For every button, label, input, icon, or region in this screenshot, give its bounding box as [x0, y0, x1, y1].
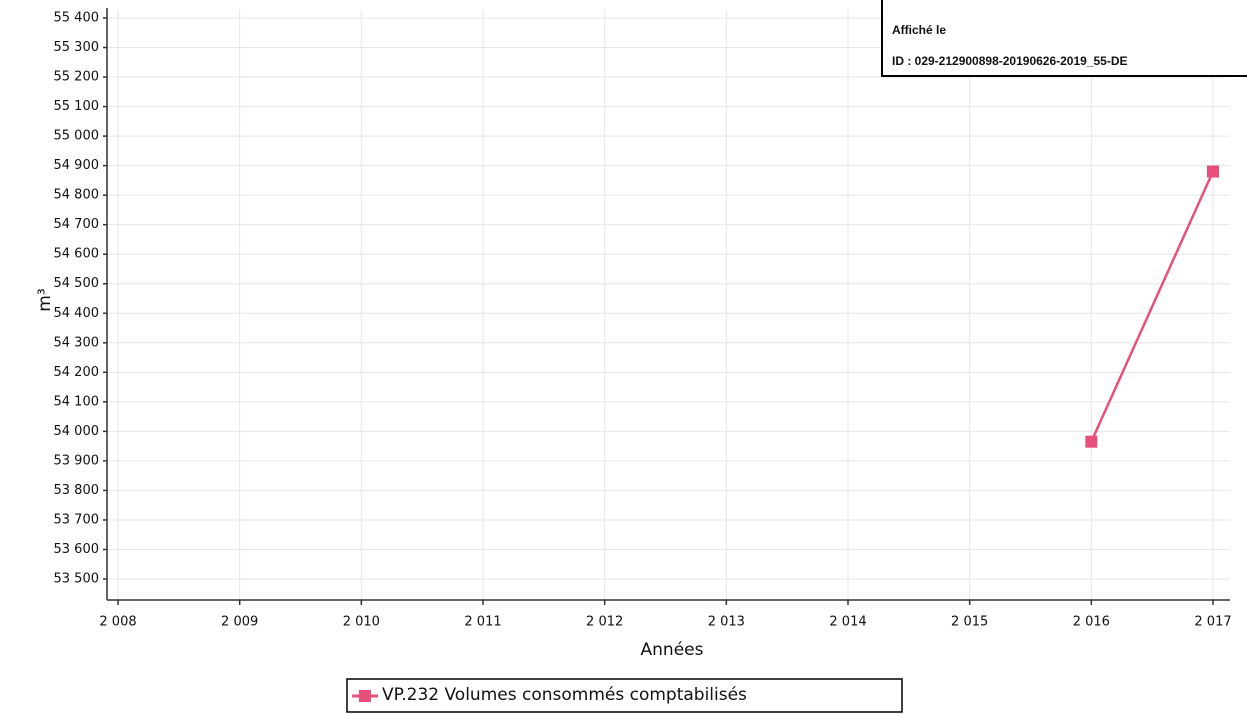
y-tick-label: 54 100	[54, 394, 100, 409]
y-tick-label: 53 500	[54, 572, 100, 587]
y-tick-label: 54 600	[54, 247, 100, 262]
y-tick-label: 53 700	[54, 512, 100, 527]
y-axis-label: m³	[35, 288, 55, 311]
legend-label: VP.232 Volumes consommés comptabilisés	[382, 685, 747, 705]
legend-marker	[359, 690, 371, 702]
stamp-line: Affiché le	[892, 23, 946, 37]
x-tick-label: 2 014	[829, 615, 866, 630]
y-tick-label: 54 800	[54, 188, 100, 203]
x-tick-label: 2 011	[464, 615, 501, 630]
y-tick-label: 54 400	[54, 306, 100, 321]
y-tick-label: 54 900	[54, 158, 100, 173]
y-tick-label: 55 300	[54, 40, 100, 55]
series-line	[1090, 171, 1215, 443]
y-tick-label: 54 300	[54, 335, 100, 350]
y-tick-label: 53 900	[54, 453, 100, 468]
point	[1085, 435, 1098, 448]
y-tick-label: 54 000	[54, 424, 100, 439]
y-tick-label: 54 700	[54, 217, 100, 232]
y-tick-label: 54 200	[54, 365, 100, 380]
y-tick-label: 55 200	[54, 70, 100, 85]
y-tick-label: 55 400	[54, 11, 100, 26]
x-tick-label: 2 012	[586, 615, 623, 630]
stamp-box	[881, 0, 1247, 77]
x-tick-label: 2 009	[221, 615, 258, 630]
y-tick-label: 53 800	[54, 483, 100, 498]
x-tick-label: 2 013	[708, 615, 745, 630]
legend-box	[346, 678, 903, 713]
y-tick-label: 53 600	[54, 542, 100, 557]
x-tick-label: 2 017	[1194, 615, 1231, 630]
point	[1207, 165, 1219, 178]
x-tick-label: 2 008	[99, 615, 136, 630]
stamp: Affiché le ID : 029-212900898-20190626-2…	[881, 0, 1247, 77]
x-tick-label: 2 010	[343, 615, 380, 630]
y-tick-label: 55 100	[54, 99, 100, 114]
x-tick-label: 2 016	[1073, 615, 1110, 630]
y-tick-label: 54 500	[54, 276, 100, 291]
y-tick-label: 55 000	[54, 129, 100, 144]
x-tick-label: 2 015	[951, 615, 988, 630]
x-axis-label: Années	[641, 640, 704, 660]
stamp-line: ID : 029-212900898-20190626-2019_55-DE	[892, 54, 1128, 68]
